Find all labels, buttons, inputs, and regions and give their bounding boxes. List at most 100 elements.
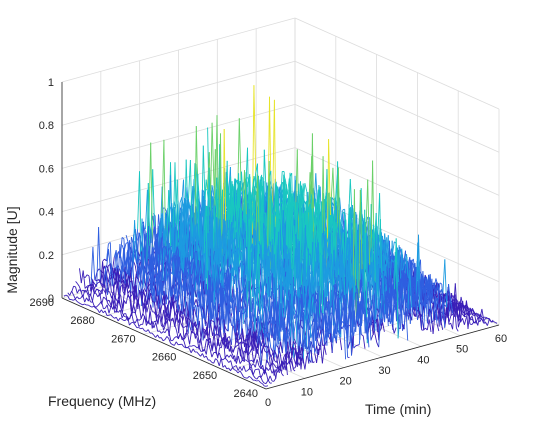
trace-segment: [362, 335, 366, 349]
trace-segment: [427, 284, 430, 299]
trace-segment: [446, 283, 450, 308]
trace-segment: [432, 313, 436, 334]
trace-segment: [393, 327, 397, 334]
trace-segment: [374, 259, 378, 332]
trace-segment: [377, 193, 381, 240]
trace-segment: [411, 287, 415, 321]
trace-segment: [198, 222, 202, 293]
trace-segment: [233, 185, 236, 187]
trace-segment: [334, 254, 338, 273]
trace-segment: [349, 304, 352, 356]
trace-segment: [224, 220, 228, 260]
trace-segment: [324, 326, 327, 344]
trace-segment: [481, 318, 484, 324]
trace-segment: [215, 260, 219, 310]
trace-segment: [402, 294, 406, 305]
trace-segment: [227, 193, 231, 223]
trace-segment: [285, 255, 288, 316]
trace-segment: [392, 258, 396, 263]
trace-segment: [252, 190, 255, 222]
trace-segment: [324, 310, 328, 325]
trace-segment: [438, 290, 442, 327]
trace-segment: [232, 221, 236, 251]
trace-segment: [252, 264, 256, 293]
trace-segment: [286, 178, 290, 195]
trace-segment: [214, 177, 218, 205]
trace-segment: [409, 269, 413, 308]
trace-segment: [278, 219, 281, 267]
trace-segment: [459, 308, 463, 321]
trace-segment: [405, 275, 409, 302]
trace-segment: [354, 305, 358, 326]
trace-segment: [308, 253, 312, 257]
trace-segment: [305, 260, 309, 296]
trace-segment: [444, 259, 448, 308]
trace-segment: [464, 300, 467, 318]
trace-segment: [245, 177, 248, 180]
trace-segment: [314, 291, 318, 339]
trace-segment: [386, 290, 389, 306]
trace-segment: [392, 289, 395, 328]
trace-segment: [317, 255, 321, 271]
trace-segment: [401, 248, 404, 266]
trace-segment: [384, 233, 387, 254]
trace-segment: [271, 199, 275, 216]
trace-segment: [311, 264, 315, 303]
trace-segment: [314, 298, 318, 304]
trace-segment: [226, 239, 230, 260]
trace-segment: [181, 179, 184, 207]
trace-segment: [403, 307, 407, 316]
trace-segment: [376, 342, 380, 348]
trace-segment: [383, 250, 387, 272]
trace-segment: [320, 312, 324, 349]
trace-segment: [473, 312, 477, 323]
trace-segment: [495, 321, 498, 324]
trace-segment: [331, 327, 335, 343]
trace-segment: [462, 318, 465, 325]
trace-segment: [430, 313, 434, 334]
trace-segment: [415, 242, 419, 302]
trace-segment: [469, 323, 473, 326]
trace-segment: [340, 291, 343, 298]
trace-segment: [232, 237, 236, 244]
trace-segment: [349, 178, 353, 219]
trace-segment: [304, 255, 307, 296]
trace-segment: [343, 324, 347, 331]
trace-segment: [479, 308, 483, 318]
trace-segment: [343, 323, 347, 360]
trace-segment: [187, 214, 191, 231]
trace-segment: [485, 321, 488, 326]
trace-segment: [174, 179, 178, 223]
trace-segment: [157, 224, 161, 267]
trace-segment: [448, 283, 451, 304]
trace-segment: [191, 217, 194, 261]
trace-segment: [463, 317, 467, 325]
trace-segment: [359, 189, 363, 270]
trace-segment: [336, 260, 340, 276]
trace-segment: [327, 317, 331, 338]
trace-segment: [411, 260, 415, 288]
trace-segment: [401, 325, 405, 330]
trace-segment: [397, 290, 401, 329]
trace-segment: [401, 323, 405, 327]
trace-segment: [272, 225, 275, 255]
trace-segment: [347, 267, 351, 291]
trace-segment: [426, 319, 430, 331]
trace-segment: [323, 227, 327, 236]
trace-segment: [444, 313, 448, 328]
trace-segment: [405, 307, 409, 341]
trace-segment: [274, 215, 278, 254]
trace-segment: [412, 309, 415, 317]
trace-segment: [189, 159, 193, 238]
trace-segment: [301, 263, 305, 287]
trace-segment: [298, 263, 302, 301]
trace-segment: [335, 173, 338, 199]
trace-segment: [418, 234, 421, 303]
trace-segment: [281, 174, 285, 230]
trace-segment: [450, 295, 454, 299]
grid-line: [225, 306, 459, 372]
trace-segment: [321, 345, 325, 364]
data-layer: [63, 85, 498, 387]
trace-segment: [327, 331, 331, 335]
trace-segment: [361, 243, 365, 263]
